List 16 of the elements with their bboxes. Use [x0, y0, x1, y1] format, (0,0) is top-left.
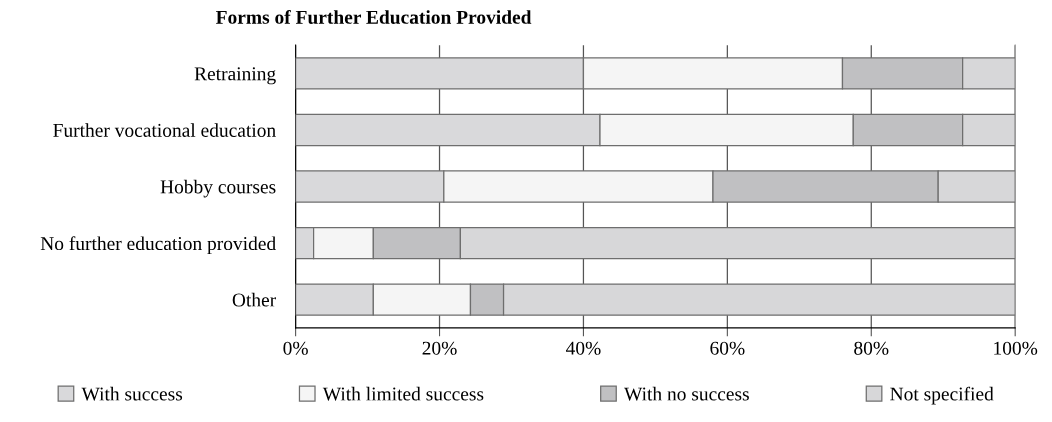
y-tick-label: Further vocational education [53, 123, 276, 137]
x-tick-label: 40% [566, 341, 601, 355]
x-tick-label: 0% [283, 341, 308, 355]
x-tick-label: 20% [422, 341, 457, 355]
x-tick-label: 60% [710, 341, 745, 355]
y-tick-label: Hobby courses [160, 179, 276, 198]
legend-label: With no success [624, 386, 749, 401]
chart-title: Forms of Further Education Provided [215, 9, 532, 24]
y-tick-label: Retraining [194, 67, 276, 85]
y-tick-label: No further education provided [40, 236, 276, 255]
legend-label: With limited success [322, 386, 484, 401]
legend-label: With success [81, 386, 183, 401]
x-tick-label: 100% [994, 341, 1038, 355]
x-tick-label: 80% [854, 341, 889, 355]
legend-label: Not specified [890, 386, 994, 405]
y-tick-label: Other [232, 292, 276, 307]
